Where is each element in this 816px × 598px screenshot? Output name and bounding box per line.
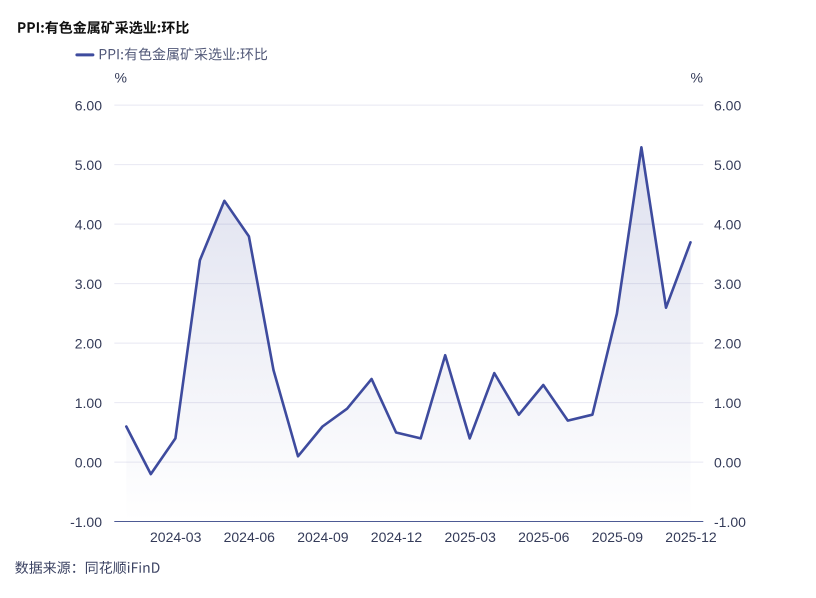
svg-text:2024-12: 2024-12 xyxy=(371,529,423,545)
svg-text:2.00: 2.00 xyxy=(714,336,741,352)
svg-text:2024-06: 2024-06 xyxy=(224,529,276,545)
svg-text:4.00: 4.00 xyxy=(75,217,102,233)
svg-text:0.00: 0.00 xyxy=(75,455,102,471)
svg-text:-1.00: -1.00 xyxy=(70,514,102,530)
svg-text:0.00: 0.00 xyxy=(714,455,741,471)
svg-text:2025-03: 2025-03 xyxy=(445,529,497,545)
svg-text:2025-09: 2025-09 xyxy=(592,529,644,545)
svg-text:1.00: 1.00 xyxy=(75,395,102,411)
svg-text:1.00: 1.00 xyxy=(714,395,741,411)
svg-text:5.00: 5.00 xyxy=(75,157,102,173)
svg-text:2024-09: 2024-09 xyxy=(297,529,349,545)
svg-text:-1.00: -1.00 xyxy=(714,514,746,530)
svg-text:3.00: 3.00 xyxy=(714,276,741,292)
svg-text:%: % xyxy=(115,70,127,86)
svg-text:2.00: 2.00 xyxy=(75,336,102,352)
svg-text:2025-06: 2025-06 xyxy=(518,529,570,545)
svg-text:6.00: 6.00 xyxy=(75,98,102,114)
svg-text:6.00: 6.00 xyxy=(714,98,741,114)
svg-text:2024-03: 2024-03 xyxy=(150,529,202,545)
svg-text:3.00: 3.00 xyxy=(75,276,102,292)
svg-text:2025-12: 2025-12 xyxy=(665,529,717,545)
svg-text:5.00: 5.00 xyxy=(714,157,741,173)
svg-text:4.00: 4.00 xyxy=(714,217,741,233)
svg-text:%: % xyxy=(691,70,703,86)
